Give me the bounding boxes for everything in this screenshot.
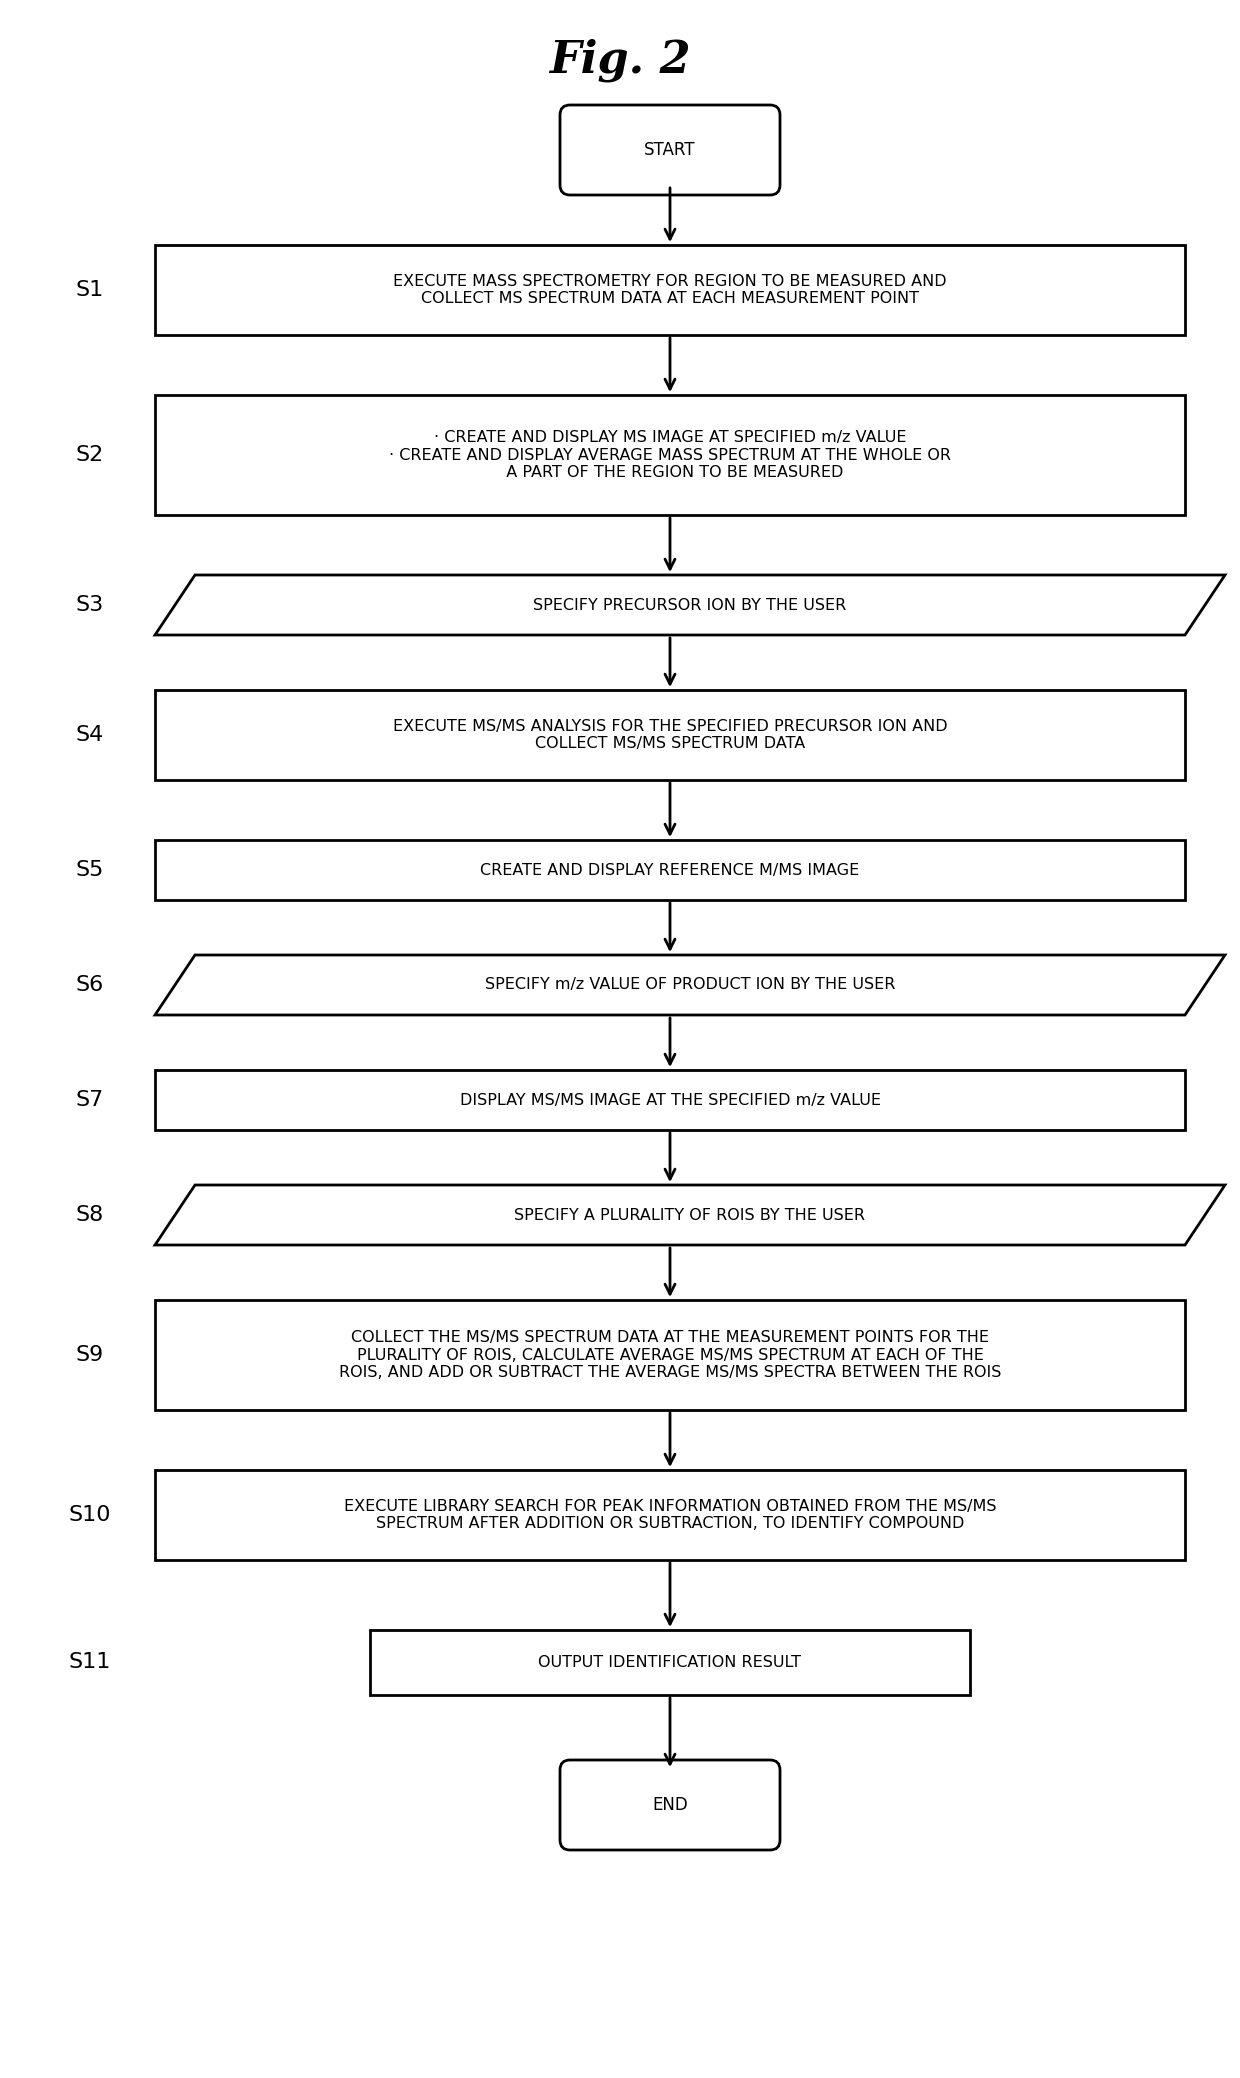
FancyBboxPatch shape xyxy=(155,1301,1185,1411)
FancyBboxPatch shape xyxy=(560,106,780,195)
Polygon shape xyxy=(155,576,1225,636)
Text: S9: S9 xyxy=(76,1344,104,1365)
FancyBboxPatch shape xyxy=(155,245,1185,335)
FancyBboxPatch shape xyxy=(560,1760,780,1849)
Text: DISPLAY MS/MS IMAGE AT THE SPECIFIED m/z VALUE: DISPLAY MS/MS IMAGE AT THE SPECIFIED m/z… xyxy=(460,1093,880,1108)
Text: S3: S3 xyxy=(76,594,104,615)
Text: EXECUTE MASS SPECTROMETRY FOR REGION TO BE MEASURED AND
COLLECT MS SPECTRUM DATA: EXECUTE MASS SPECTROMETRY FOR REGION TO … xyxy=(393,274,947,305)
Text: SPECIFY PRECURSOR ION BY THE USER: SPECIFY PRECURSOR ION BY THE USER xyxy=(533,598,847,613)
Text: S8: S8 xyxy=(76,1205,104,1226)
Text: END: END xyxy=(652,1795,688,1814)
Text: S11: S11 xyxy=(68,1652,112,1673)
FancyBboxPatch shape xyxy=(155,395,1185,515)
Text: COLLECT THE MS/MS SPECTRUM DATA AT THE MEASUREMENT POINTS FOR THE
PLURALITY OF R: COLLECT THE MS/MS SPECTRUM DATA AT THE M… xyxy=(339,1330,1001,1380)
Text: Fig. 2: Fig. 2 xyxy=(549,37,691,81)
Text: S6: S6 xyxy=(76,975,104,995)
FancyBboxPatch shape xyxy=(155,690,1185,779)
Text: START: START xyxy=(645,141,696,160)
FancyBboxPatch shape xyxy=(155,840,1185,900)
FancyBboxPatch shape xyxy=(155,1070,1185,1130)
Text: S4: S4 xyxy=(76,725,104,746)
Text: CREATE AND DISPLAY REFERENCE M/MS IMAGE: CREATE AND DISPLAY REFERENCE M/MS IMAGE xyxy=(480,862,859,877)
Polygon shape xyxy=(155,956,1225,1014)
Text: SPECIFY m/z VALUE OF PRODUCT ION BY THE USER: SPECIFY m/z VALUE OF PRODUCT ION BY THE … xyxy=(485,977,895,993)
Text: SPECIFY A PLURALITY OF ROIS BY THE USER: SPECIFY A PLURALITY OF ROIS BY THE USER xyxy=(515,1207,866,1222)
FancyBboxPatch shape xyxy=(155,1469,1185,1561)
Text: OUTPUT IDENTIFICATION RESULT: OUTPUT IDENTIFICATION RESULT xyxy=(538,1654,801,1671)
Text: S1: S1 xyxy=(76,281,104,299)
Text: S7: S7 xyxy=(76,1091,104,1110)
Text: S2: S2 xyxy=(76,445,104,465)
Text: EXECUTE LIBRARY SEARCH FOR PEAK INFORMATION OBTAINED FROM THE MS/MS
SPECTRUM AFT: EXECUTE LIBRARY SEARCH FOR PEAK INFORMAT… xyxy=(343,1498,996,1531)
Text: EXECUTE MS/MS ANALYSIS FOR THE SPECIFIED PRECURSOR ION AND
COLLECT MS/MS SPECTRU: EXECUTE MS/MS ANALYSIS FOR THE SPECIFIED… xyxy=(393,719,947,752)
Text: · CREATE AND DISPLAY MS IMAGE AT SPECIFIED m/z VALUE
· CREATE AND DISPLAY AVERAG: · CREATE AND DISPLAY MS IMAGE AT SPECIFI… xyxy=(389,430,951,480)
FancyBboxPatch shape xyxy=(370,1629,970,1696)
Polygon shape xyxy=(155,1184,1225,1245)
Text: S5: S5 xyxy=(76,860,104,879)
Text: S10: S10 xyxy=(68,1504,112,1525)
